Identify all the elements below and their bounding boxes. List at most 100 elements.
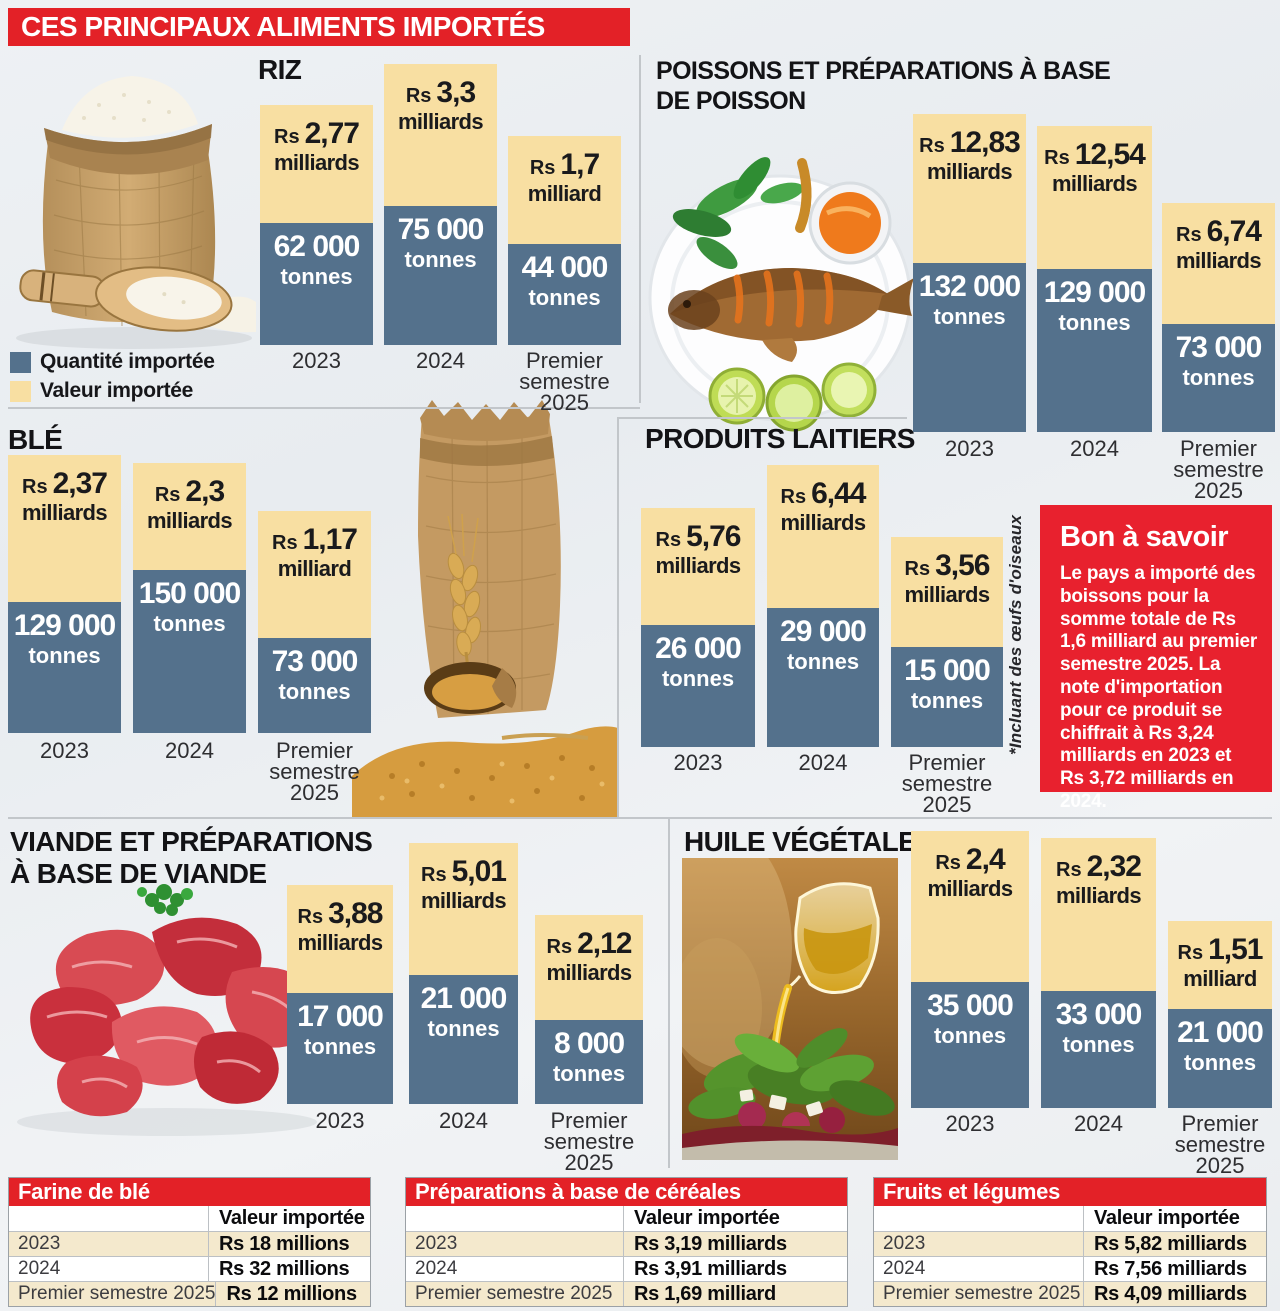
- value-label: Rs 6,74 milliards: [1175, 215, 1262, 273]
- qty-label: 26 000 tonnes: [655, 632, 742, 691]
- year-label: 2024: [439, 1108, 488, 1133]
- table-row: Premier semestre 2025 Rs 12 millions: [9, 1281, 370, 1306]
- table-header-row: Valeur importée: [874, 1206, 1266, 1231]
- wheat-sack-photo: [352, 400, 618, 818]
- bar-quantity-segment: 129 000 tonnes: [8, 602, 121, 733]
- table-farine-de-ble: Farine de blé Valeur importée 2023 Rs 18…: [8, 1177, 371, 1307]
- bar-poissons-2024: Rs 12,54 milliards 129 000 tonnes: [1037, 126, 1152, 432]
- bar-laitiers-2024: Rs 6,44 milliards 29 000 tonnes: [767, 465, 879, 747]
- divider-vertical-middle: [617, 417, 619, 817]
- value-label: Rs 2,3 milliards: [146, 475, 233, 533]
- year-label: Premier semestre 2025: [269, 738, 360, 806]
- qty-label: 35 000 tonnes: [927, 989, 1014, 1048]
- year-label: 2024: [798, 750, 848, 775]
- chart-title-viande-line1: VIANDE ET PRÉPARATIONS: [10, 826, 373, 857]
- year-label: Premier semestre 2025: [901, 750, 993, 818]
- year-label: 2024: [165, 738, 214, 763]
- bar-quantity-segment: 75 000 tonnes: [384, 206, 497, 345]
- bar-riz-2024: Rs 3,3 milliards 75 000 tonnes: [384, 64, 497, 345]
- bar-viande-2023: Rs 3,88 milliards 17 000 tonnes: [287, 885, 393, 1104]
- year-label: Premier semestre 2025: [1174, 1111, 1266, 1179]
- legend-value-swatch: [10, 380, 31, 402]
- year-label: 2023: [945, 1111, 995, 1136]
- value-label: Rs 1,17 milliard: [272, 523, 358, 581]
- bar-riz-2023: Rs 2,77 milliards 62 000 tonnes: [260, 105, 373, 345]
- bar-ble-2024: Rs 2,3 milliards 150 000 tonnes: [133, 463, 246, 733]
- legend-quantity: Quantité importée: [10, 350, 215, 374]
- year-label: 2023: [292, 348, 341, 373]
- table-header-row: Valeur importée: [406, 1206, 847, 1231]
- qty-label: 17 000 tonnes: [297, 1000, 384, 1059]
- qty-label: 75 000 tonnes: [397, 213, 485, 272]
- legend-quantity-swatch: [10, 351, 31, 373]
- laitiers-footnote: *Incluant des œufs d'oiseaux: [1006, 514, 1025, 755]
- bar-poissons-2025: Rs 6,74 milliards 73 000 tonnes: [1162, 203, 1275, 432]
- table-row: 2023 Rs 18 millions: [9, 1231, 370, 1256]
- bar-quantity-segment: 73 000 tonnes: [1162, 324, 1275, 432]
- bar-quantity-segment: 62 000 tonnes: [260, 223, 373, 345]
- table-row: 2024 Rs 3,91 milliards: [406, 1256, 847, 1281]
- qty-label: 44 000 tonnes: [521, 251, 609, 310]
- value-label: Rs 2,37 milliards: [21, 467, 108, 525]
- bar-viande-2025: Rs 2,12 milliards 8 000 tonnes: [535, 915, 643, 1104]
- chart-title-huile: HUILE VÉGÉTALE: [684, 826, 917, 857]
- divider-horizontal-right: [617, 417, 907, 419]
- chart-title-riz: RIZ: [258, 54, 302, 85]
- qty-label: 150 000 tonnes: [138, 577, 241, 636]
- year-label: 2023: [40, 738, 89, 763]
- table-row: Premier semestre 2025 Rs 4,09 milliards: [874, 1281, 1266, 1306]
- table-row: Premier semestre 2025 Rs 1,69 milliard: [406, 1281, 847, 1306]
- fried-fish-plate-photo: [648, 157, 914, 432]
- value-label: Rs 3,3 milliards: [397, 76, 484, 134]
- divider-vertical-bottom: [668, 819, 670, 1168]
- table-header-row: Valeur importée: [9, 1206, 370, 1231]
- value-label: Rs 5,76 milliards: [655, 520, 741, 578]
- bar-laitiers-2025: Rs 3,56 milliards 15 000 tonnes: [891, 537, 1003, 747]
- bar-quantity-segment: 8 000 tonnes: [535, 1020, 643, 1104]
- year-label: 2023: [315, 1108, 365, 1133]
- chart-title-viande-line2: À BASE DE VIANDE: [10, 858, 267, 889]
- column-header: Valeur importée: [1083, 1206, 1266, 1231]
- chart-title-ble: BLÉ: [8, 424, 63, 455]
- divider-horizontal-left: [8, 407, 640, 409]
- year-label: 2024: [1070, 436, 1119, 461]
- bar-quantity-segment: 129 000 tonnes: [1037, 269, 1152, 432]
- value-label: Rs 1,7 milliard: [527, 148, 602, 206]
- value-label: Rs 2,32 milliards: [1055, 850, 1142, 908]
- table-row: 2023 Rs 5,82 milliards: [874, 1231, 1266, 1256]
- qty-label: 62 000 tonnes: [273, 230, 361, 289]
- year-label: Premier semestre 2025: [519, 348, 610, 416]
- column-header: Valeur importée: [208, 1206, 370, 1231]
- qty-label: 73 000 tonnes: [271, 645, 359, 704]
- value-label: Rs 2,4 milliards: [927, 843, 1013, 901]
- raw-meat-photo: [17, 884, 320, 1136]
- legend-value-label: Valeur importée: [40, 379, 194, 402]
- value-label: Rs 3,88 milliards: [297, 897, 383, 955]
- bon-a-savoir-box: Bon à savoir Le pays a importé des boiss…: [1040, 505, 1272, 812]
- value-label: Rs 6,44 milliards: [780, 477, 866, 535]
- bar-quantity-segment: 73 000 tonnes: [258, 638, 371, 733]
- value-label: Rs 12,83 milliards: [919, 126, 1021, 184]
- bar-ble-2025: Rs 1,17 milliard 73 000 tonnes: [258, 511, 371, 733]
- vegetable-oil-photo: [682, 858, 898, 1160]
- qty-label: 8 000 tonnes: [552, 1027, 626, 1086]
- main-title-bar: CES PRINCIPAUX ALIMENTS IMPORTÉS: [8, 8, 630, 46]
- bar-ble-2023: Rs 2,37 milliards 129 000 tonnes: [8, 455, 121, 733]
- bar-quantity-segment: 29 000 tonnes: [767, 608, 879, 747]
- chart-title-poissons-line2: DE POISSON: [656, 87, 806, 115]
- bar-quantity-segment: 17 000 tonnes: [287, 993, 393, 1104]
- rice-sack-photo: [16, 76, 256, 349]
- year-label: 2023: [945, 436, 994, 461]
- year-label: Premier semestre 2025: [543, 1108, 635, 1176]
- bar-riz-2025: Rs 1,7 milliard 44 000 tonnes: [508, 136, 621, 345]
- divider-vertical-top: [639, 55, 641, 403]
- qty-label: 29 000 tonnes: [780, 615, 867, 674]
- bon-a-savoir-body: Le pays a importé des boissons pour la s…: [1060, 563, 1258, 812]
- table-fruits-legumes: Fruits et légumes Valeur importée 2023 R…: [873, 1177, 1267, 1307]
- legend-quantity-label: Quantité importée: [40, 350, 215, 373]
- divider-horizontal-full: [8, 817, 1272, 819]
- bar-huile-2025: Rs 1,51 milliard 21 000 tonnes: [1168, 921, 1272, 1108]
- bar-laitiers-2023: Rs 5,76 milliards 26 000 tonnes: [641, 508, 755, 747]
- value-label: Rs 12,54 milliards: [1044, 138, 1146, 196]
